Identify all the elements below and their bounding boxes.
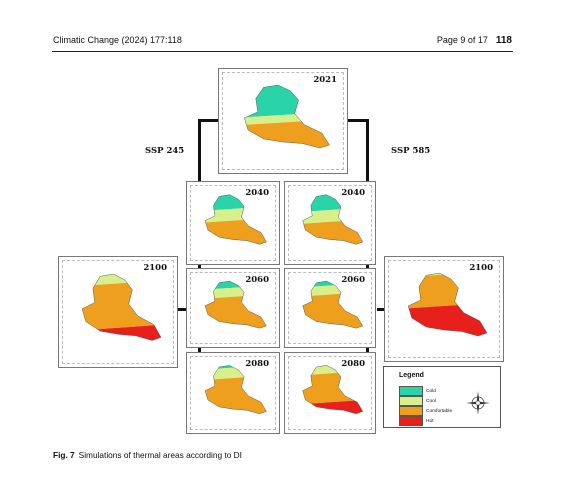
region-outline bbox=[302, 194, 364, 245]
thermal-map-ssp585-2040 bbox=[302, 194, 364, 245]
region-outline bbox=[243, 84, 330, 149]
legend-swatch bbox=[399, 396, 423, 406]
map-graticule bbox=[288, 185, 372, 261]
thermal-zone-cold bbox=[244, 85, 330, 119]
map-panel-ssp245-2060: 2060 bbox=[186, 268, 280, 348]
map-year-label: 2100 bbox=[469, 263, 493, 273]
thermal-map-ssp585-2080 bbox=[302, 365, 364, 415]
bracket-stub-d bbox=[366, 346, 369, 353]
legend-swatch bbox=[399, 416, 423, 426]
map-panel-ssp585-2040: 2040 bbox=[284, 181, 376, 265]
figure-caption-text: Simulations of thermal areas according t… bbox=[78, 450, 242, 460]
thermal-zone-comfortable bbox=[244, 119, 330, 148]
article-number: 118 bbox=[495, 35, 512, 46]
map-panel-ssp245-2040: 2040 bbox=[186, 181, 280, 265]
bracket-right-vertical bbox=[366, 119, 369, 183]
thermal-zone-hot bbox=[408, 303, 487, 336]
thermal-map-ssp245-2040 bbox=[204, 194, 267, 245]
scenario-label-ssp245: SSP 245 bbox=[145, 146, 185, 156]
legend-item-hot: Hot bbox=[399, 416, 434, 426]
map-year-label: 2040 bbox=[245, 188, 269, 198]
scenario-label-ssp585: SSP 585 bbox=[391, 146, 431, 156]
bracket-right-horizontal bbox=[346, 119, 368, 122]
map-graticule bbox=[222, 72, 344, 170]
legend-swatch bbox=[399, 386, 423, 396]
region-outline bbox=[204, 194, 267, 245]
map-year-label: 2080 bbox=[341, 359, 365, 369]
figure-label: Fig. 7 bbox=[53, 450, 75, 460]
thermal-map-2021 bbox=[243, 84, 330, 149]
map-graticule bbox=[190, 185, 276, 261]
map-year-label: 2100 bbox=[143, 263, 167, 273]
thermal-zone-comfortable bbox=[82, 280, 162, 332]
map-graticule bbox=[190, 272, 276, 344]
thermal-zone-cool bbox=[205, 206, 267, 223]
bracket-stub-c bbox=[198, 346, 201, 353]
running-header-page: Page 9 of 17 118 bbox=[437, 35, 512, 46]
thermal-zone-comfortable bbox=[205, 375, 267, 414]
region-outline bbox=[302, 280, 364, 329]
thermal-zone-comfortable bbox=[302, 371, 363, 405]
legend-title: Legend bbox=[399, 372, 424, 379]
map-graticule bbox=[388, 260, 500, 358]
map-year-label: 2021 bbox=[313, 75, 337, 85]
thermal-zone-cool bbox=[302, 207, 363, 225]
region-outline bbox=[204, 280, 267, 329]
legend-item-comfortable: Comfortable bbox=[399, 406, 453, 416]
map-panel-ssp585-2080: 2080 bbox=[284, 352, 376, 434]
bracket-right-mid bbox=[377, 308, 387, 311]
figure-caption: Fig. 7 Simulations of thermal areas accor… bbox=[53, 450, 242, 460]
region-outline bbox=[204, 365, 267, 415]
map-graticule bbox=[190, 356, 276, 430]
map-panel-2021: 2021 bbox=[218, 68, 348, 174]
map-graticule bbox=[288, 272, 372, 344]
map-graticule bbox=[62, 260, 174, 364]
thermal-zone-comfortable bbox=[302, 292, 363, 329]
map-panel-ssp585-2060: 2060 bbox=[284, 268, 376, 348]
legend-swatch bbox=[399, 406, 423, 416]
thermal-zone-comfortable bbox=[302, 219, 363, 245]
thermal-map-ssp585-2060 bbox=[302, 280, 364, 329]
legend-item-cool: Cool bbox=[399, 396, 436, 406]
bracket-left-horizontal bbox=[198, 119, 220, 122]
page-number: Page 9 of 17 bbox=[436, 35, 488, 45]
map-panel-ssp245-2100: 2100 bbox=[58, 256, 178, 368]
thermal-zone-comfortable bbox=[408, 273, 487, 309]
map-year-label: 2080 bbox=[245, 359, 269, 369]
thermal-map-ssp245-2060 bbox=[204, 280, 267, 329]
legend-label: Cold bbox=[426, 388, 436, 394]
header-rule bbox=[52, 51, 513, 52]
map-legend: Legend Cold Cool Comfortable Hot bbox=[383, 366, 501, 428]
bracket-left-vertical bbox=[198, 119, 201, 183]
legend-label: Cool bbox=[426, 398, 436, 404]
region-outline bbox=[302, 365, 364, 415]
bracket-stub-b bbox=[366, 262, 369, 269]
thermal-map-ssp585-2100 bbox=[407, 272, 488, 337]
bracket-stub-a bbox=[198, 262, 201, 269]
legend-label: Comfortable bbox=[426, 408, 453, 414]
map-year-label: 2060 bbox=[245, 275, 269, 285]
map-year-label: 2060 bbox=[341, 275, 365, 285]
thermal-zone-hot bbox=[302, 399, 363, 414]
thermal-map-ssp245-2100 bbox=[81, 273, 162, 341]
legend-label: Hot bbox=[426, 418, 434, 424]
bracket-left-mid bbox=[176, 308, 188, 311]
region-outline bbox=[81, 273, 162, 341]
thermal-map-ssp245-2080 bbox=[198, 365, 268, 421]
map-panel-ssp245-2080: 2080 bbox=[186, 352, 280, 434]
thermal-zone-comfortable bbox=[205, 218, 267, 245]
map-graticule bbox=[288, 356, 372, 430]
legend-item-cold: Cold bbox=[399, 386, 436, 396]
map-panel-ssp585-2100: 2100 bbox=[384, 256, 504, 362]
map-year-label: 2040 bbox=[341, 188, 365, 198]
region-outline bbox=[407, 272, 488, 337]
north-arrow-icon bbox=[466, 391, 490, 415]
thermal-zone-hot bbox=[198, 414, 268, 421]
thermal-zone-hot bbox=[82, 324, 162, 341]
running-header-journal: Climatic Change (2024) 177:118 bbox=[53, 35, 182, 45]
